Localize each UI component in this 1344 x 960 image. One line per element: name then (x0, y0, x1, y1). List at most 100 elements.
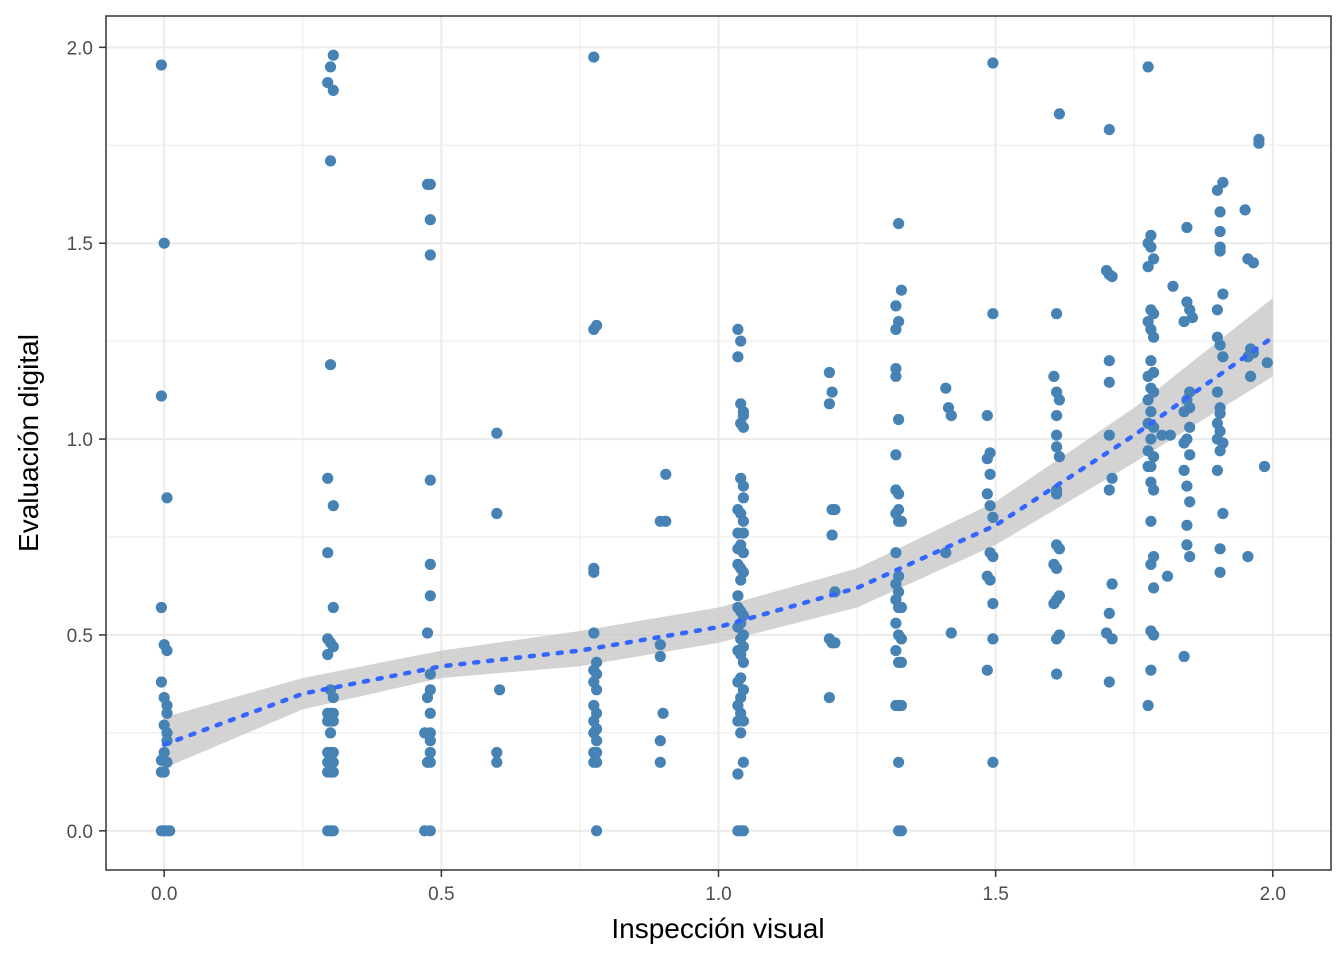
data-point (660, 468, 672, 480)
data-point (1103, 676, 1115, 688)
data-point (164, 825, 176, 837)
data-point (327, 49, 339, 61)
data-point (155, 676, 167, 688)
data-point (491, 427, 503, 439)
data-point (1184, 449, 1196, 461)
data-point (1214, 225, 1226, 238)
data-point (1051, 488, 1063, 500)
data-point (588, 323, 600, 335)
data-point (737, 756, 750, 768)
data-point (1148, 582, 1160, 594)
y-tick-label: 0.5 (67, 626, 93, 647)
data-point (940, 382, 952, 394)
data-point (327, 756, 339, 768)
x-tick-label: 1.5 (982, 884, 1008, 905)
data-point (987, 511, 999, 523)
data-point (732, 621, 744, 633)
data-point (161, 492, 173, 504)
data-point (588, 627, 600, 639)
data-point (987, 598, 999, 610)
data-point (1186, 312, 1198, 324)
data-point (984, 574, 996, 586)
data-point (823, 398, 836, 410)
data-point (1184, 496, 1196, 508)
data-point (322, 547, 334, 559)
data-point (893, 756, 905, 768)
data-point (1181, 221, 1193, 234)
data-point (1258, 460, 1271, 473)
data-point (984, 500, 996, 512)
data-point (1053, 108, 1065, 120)
data-point (893, 413, 905, 426)
data-point (155, 390, 167, 402)
data-point (1106, 578, 1118, 590)
y-axis: 0.0 0.5 1.0 1.5 2.0 (67, 38, 106, 843)
data-point (1148, 386, 1160, 398)
data-point (1242, 551, 1254, 563)
data-point (1178, 464, 1190, 476)
data-point (1103, 124, 1115, 136)
data-point (324, 155, 337, 167)
data-point (890, 300, 902, 312)
data-point (1142, 460, 1154, 473)
data-point (895, 284, 908, 296)
data-point (1148, 253, 1160, 265)
data-point (591, 756, 603, 768)
data-point (981, 410, 993, 422)
data-point (732, 768, 744, 780)
data-point (424, 756, 436, 768)
data-point (1239, 204, 1251, 216)
data-point (1164, 429, 1176, 441)
data-point (737, 656, 750, 669)
data-point (327, 84, 339, 96)
data-point (155, 59, 167, 71)
data-point (1242, 351, 1254, 363)
data-point (1103, 429, 1115, 441)
data-point (1103, 355, 1115, 367)
data-point (737, 547, 750, 559)
data-point (893, 218, 905, 230)
data-point (737, 825, 750, 837)
data-point (327, 692, 339, 704)
x-axis: 0.0 0.5 1.0 1.5 2.0 (151, 870, 1286, 905)
data-point (1178, 316, 1190, 328)
data-point (737, 421, 750, 433)
data-point (1142, 261, 1154, 273)
data-point (987, 308, 999, 320)
confidence-band-layer (164, 298, 1273, 769)
data-point (981, 488, 993, 500)
data-point (654, 650, 666, 663)
data-point (895, 656, 908, 669)
x-tick-label: 0.0 (151, 884, 177, 905)
y-tick-label: 0.0 (67, 822, 93, 843)
data-point (1142, 394, 1154, 406)
data-point (895, 633, 908, 645)
data-point (1214, 566, 1226, 578)
data-point (1051, 668, 1063, 680)
data-point (424, 727, 436, 739)
data-point (1148, 451, 1160, 463)
data-point (826, 386, 838, 398)
data-point (890, 363, 902, 375)
trend-line (161, 334, 1276, 747)
x-tick-label: 2.0 (1260, 884, 1286, 905)
data-point (1181, 480, 1193, 492)
data-point (1148, 331, 1160, 343)
data-point (327, 715, 339, 727)
data-point (1145, 355, 1157, 367)
data-point (1178, 650, 1190, 663)
data-point (1053, 451, 1065, 463)
data-point (327, 601, 339, 614)
data-point (327, 641, 339, 653)
data-point (1178, 437, 1190, 449)
data-point (1148, 484, 1160, 496)
data-point (424, 178, 436, 190)
data-point (155, 601, 167, 614)
trend-line-layer (161, 334, 1276, 747)
data-point (1142, 699, 1154, 712)
data-point (732, 351, 744, 363)
data-point (1181, 519, 1193, 531)
data-point (1145, 241, 1157, 253)
data-point (155, 766, 167, 778)
